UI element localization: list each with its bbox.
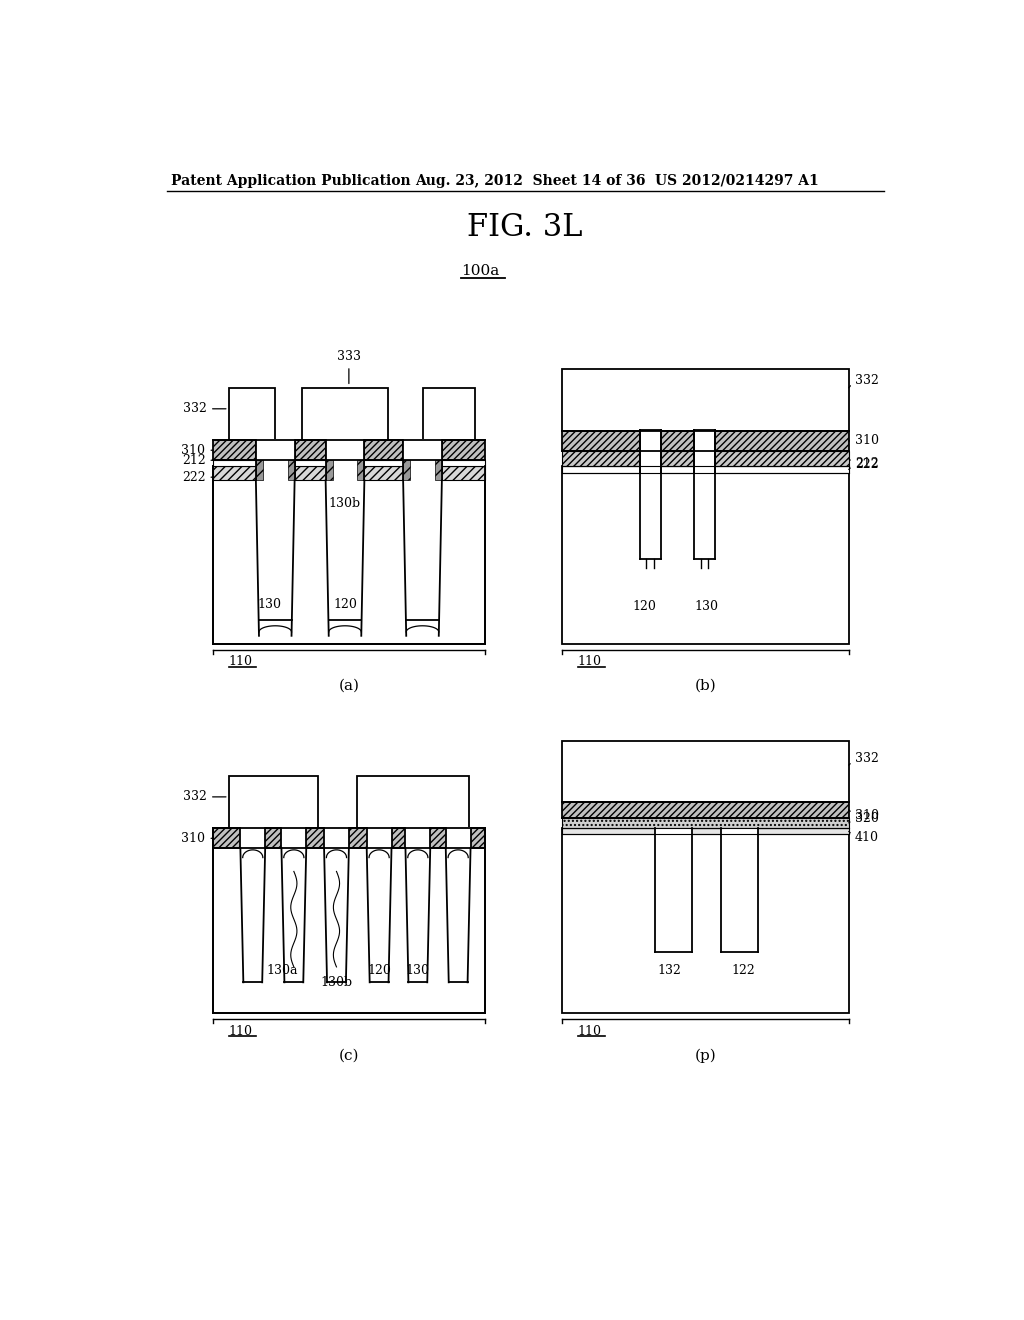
Text: 110: 110 (578, 656, 601, 668)
Bar (693, 429, 716, 473)
Bar (562, 803, 849, 817)
Text: Patent Application Publication: Patent Application Publication (171, 174, 411, 187)
Bar (403, 450, 442, 480)
Bar (326, 450, 365, 480)
Bar (228, 776, 317, 829)
Bar (228, 388, 275, 441)
Text: 132: 132 (657, 964, 682, 977)
Text: US 2012/0214297 A1: US 2012/0214297 A1 (655, 174, 819, 187)
Bar (562, 466, 849, 644)
Bar (562, 741, 849, 803)
Text: 310: 310 (181, 832, 213, 845)
Text: 120: 120 (632, 601, 656, 612)
Bar (213, 441, 484, 461)
Text: 130: 130 (257, 598, 281, 611)
Bar (562, 451, 849, 466)
Bar (288, 461, 295, 480)
Bar (562, 817, 849, 829)
Bar (326, 438, 365, 461)
Bar (403, 461, 410, 480)
Bar (302, 388, 388, 441)
Bar (213, 829, 484, 849)
Bar (721, 829, 758, 952)
Bar (406, 826, 430, 849)
Bar (241, 826, 265, 849)
Bar (356, 776, 469, 829)
Bar (256, 461, 263, 480)
Bar (357, 461, 365, 480)
Text: (p): (p) (694, 1048, 716, 1063)
Bar (562, 370, 849, 430)
Bar (562, 829, 849, 834)
Bar (213, 466, 484, 480)
Text: 130b: 130b (328, 496, 360, 510)
Text: (a): (a) (338, 678, 359, 693)
Text: 110: 110 (228, 656, 253, 668)
Text: 320: 320 (849, 812, 879, 825)
Bar (367, 826, 391, 849)
Text: 332: 332 (849, 752, 879, 766)
Bar (435, 461, 442, 480)
Bar (640, 430, 662, 558)
Bar (655, 829, 692, 952)
Text: 110: 110 (578, 1026, 601, 1038)
Text: 130: 130 (406, 964, 430, 977)
Text: 310: 310 (849, 434, 879, 447)
Text: 222: 222 (182, 471, 213, 483)
Text: (c): (c) (339, 1048, 359, 1063)
Bar (403, 438, 442, 461)
Bar (406, 849, 430, 990)
Text: 212: 212 (849, 457, 879, 470)
Text: 332: 332 (849, 374, 879, 388)
Bar (324, 849, 349, 990)
Text: 130a: 130a (266, 964, 298, 977)
Text: 130b: 130b (321, 975, 352, 989)
Bar (367, 849, 391, 990)
Text: Aug. 23, 2012  Sheet 14 of 36: Aug. 23, 2012 Sheet 14 of 36 (415, 174, 645, 187)
Text: 222: 222 (849, 458, 879, 471)
Text: 310: 310 (849, 809, 879, 822)
Text: FIG. 3L: FIG. 3L (467, 213, 583, 243)
Bar (213, 829, 484, 1014)
Bar (213, 466, 484, 644)
Bar (282, 849, 306, 990)
Bar (256, 450, 295, 480)
Polygon shape (326, 466, 365, 586)
Text: 212: 212 (181, 454, 213, 467)
Text: 332: 332 (183, 403, 226, 416)
Bar (324, 826, 349, 849)
Text: 122: 122 (731, 964, 756, 977)
Polygon shape (403, 466, 442, 586)
Bar (562, 829, 849, 1014)
Bar (241, 849, 265, 990)
Text: 120: 120 (368, 964, 391, 977)
Text: 310: 310 (181, 444, 213, 457)
Bar (562, 466, 849, 473)
Bar (693, 430, 716, 558)
Bar (326, 461, 333, 480)
Text: (b): (b) (694, 678, 716, 693)
Text: 100a: 100a (461, 264, 500, 277)
Bar (282, 826, 306, 849)
Bar (423, 388, 475, 441)
Bar (256, 438, 295, 461)
Bar (445, 826, 471, 849)
Text: 333: 333 (337, 350, 360, 384)
Text: 410: 410 (849, 832, 879, 843)
Polygon shape (256, 466, 295, 586)
Bar (213, 461, 484, 466)
Text: 120: 120 (333, 598, 357, 611)
Text: 130: 130 (694, 601, 718, 612)
Text: 110: 110 (228, 1026, 253, 1038)
Bar (562, 430, 849, 451)
Bar (445, 849, 471, 990)
Text: 332: 332 (183, 791, 226, 804)
Bar (640, 429, 662, 473)
